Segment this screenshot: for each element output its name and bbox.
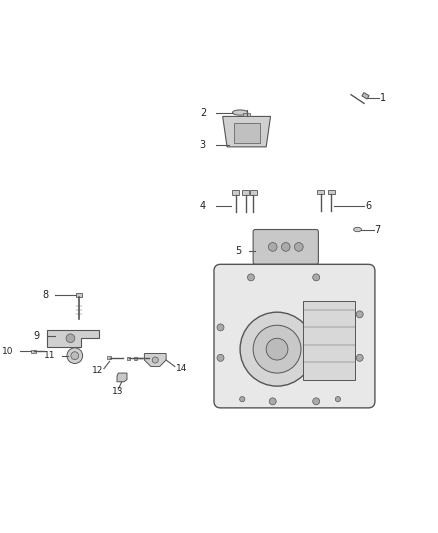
FancyBboxPatch shape — [214, 264, 375, 408]
Circle shape — [71, 352, 79, 360]
Circle shape — [294, 243, 303, 251]
Bar — [243, 113, 250, 116]
Bar — [31, 350, 35, 353]
Polygon shape — [117, 373, 127, 382]
Circle shape — [217, 324, 224, 331]
Text: 8: 8 — [42, 290, 49, 300]
Circle shape — [240, 397, 245, 402]
Polygon shape — [46, 329, 99, 347]
Bar — [76, 294, 82, 297]
Circle shape — [269, 398, 276, 405]
Circle shape — [268, 243, 277, 251]
Circle shape — [240, 312, 314, 386]
Circle shape — [313, 398, 320, 405]
Bar — [303, 301, 355, 379]
Circle shape — [217, 354, 224, 361]
Circle shape — [66, 334, 75, 343]
Text: 7: 7 — [374, 224, 381, 235]
Circle shape — [356, 311, 363, 318]
Text: 12: 12 — [92, 366, 103, 375]
Circle shape — [266, 338, 288, 360]
Ellipse shape — [233, 110, 248, 115]
Text: 5: 5 — [235, 246, 241, 256]
Ellipse shape — [353, 228, 361, 232]
Circle shape — [356, 354, 363, 361]
Circle shape — [247, 274, 254, 281]
Text: 10: 10 — [2, 347, 14, 356]
Bar — [134, 357, 137, 360]
Polygon shape — [223, 116, 271, 147]
Circle shape — [336, 397, 341, 402]
Circle shape — [152, 357, 158, 363]
Text: 4: 4 — [199, 201, 205, 212]
Circle shape — [313, 274, 320, 281]
Bar — [106, 356, 111, 359]
Bar — [317, 190, 324, 195]
Circle shape — [253, 325, 301, 373]
Bar — [127, 357, 131, 360]
Bar — [362, 93, 369, 99]
Text: 13: 13 — [112, 387, 123, 396]
Circle shape — [281, 243, 290, 251]
Circle shape — [67, 348, 83, 364]
Text: 3: 3 — [199, 140, 205, 150]
Bar — [250, 190, 257, 195]
FancyBboxPatch shape — [253, 230, 318, 264]
Text: 11: 11 — [44, 351, 55, 360]
Text: 9: 9 — [34, 331, 40, 341]
Polygon shape — [145, 353, 166, 367]
Text: 2: 2 — [200, 108, 206, 117]
Text: 6: 6 — [365, 201, 371, 212]
Text: 1: 1 — [380, 93, 386, 103]
Bar — [233, 123, 260, 142]
Bar — [242, 190, 249, 195]
Bar — [328, 190, 335, 195]
Bar — [232, 190, 239, 195]
Text: 14: 14 — [176, 364, 187, 373]
